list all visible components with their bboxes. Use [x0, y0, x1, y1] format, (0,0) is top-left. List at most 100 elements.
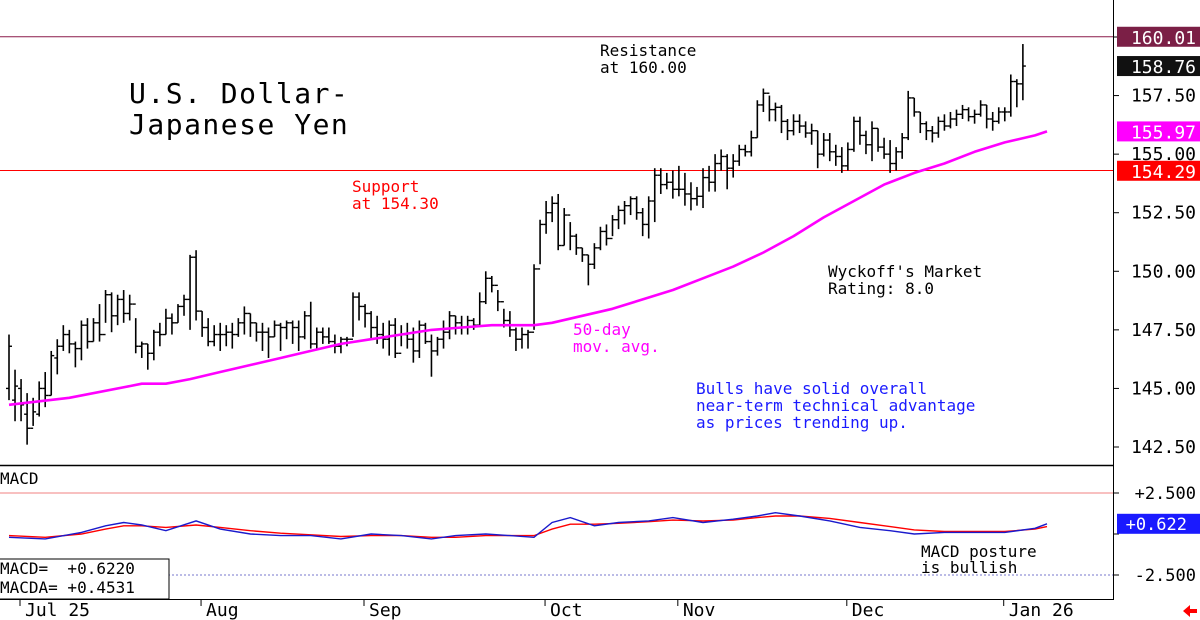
price-bar [802, 121, 809, 138]
price-bar [675, 165, 682, 197]
commentary-line: Bulls have solid overall [696, 379, 927, 398]
price-bar [512, 327, 519, 351]
price-bar [349, 292, 356, 340]
macd-signal-line [8, 515, 1048, 539]
price-bar [917, 111, 924, 134]
price-bar [790, 114, 797, 136]
price-bar [1001, 107, 1008, 122]
price-bar [832, 144, 839, 166]
price-bar [362, 304, 369, 328]
price-bar [971, 109, 978, 124]
price-bar [669, 170, 676, 199]
price-bar [6, 334, 12, 401]
price-bar [736, 144, 743, 166]
price-bar [862, 130, 869, 155]
price-tick-label: 147.50 [1131, 320, 1196, 341]
chart-title-line: U.S. Dollar- [129, 77, 349, 110]
price-bar [126, 294, 133, 321]
price-bar [603, 224, 610, 246]
macd-posture-text: MACD posture [921, 542, 1037, 561]
price-bar [18, 379, 25, 422]
price-bar [754, 100, 761, 139]
price-bar [132, 303, 139, 354]
price-bar [156, 322, 163, 347]
price-bar [265, 327, 272, 358]
price-bar [476, 292, 483, 326]
price-bar [784, 119, 791, 141]
price-marker-box [1117, 56, 1200, 77]
price-bar [531, 264, 538, 333]
month-label: Oct [550, 600, 583, 620]
price-bar [899, 133, 906, 159]
price-bar [404, 322, 411, 349]
price-bar [687, 182, 694, 211]
price-bar [150, 329, 157, 361]
wyckoff-rating: Wyckoff's Market [828, 262, 982, 281]
price-bar [162, 308, 169, 336]
macd-readout-line: MACD= +0.6220 [0, 559, 135, 578]
price-bar [380, 322, 387, 349]
price-bar [772, 102, 779, 122]
price-bar [838, 147, 845, 173]
price-bar [893, 147, 900, 171]
price-bar [301, 311, 308, 340]
price-marker-label: 154.29 [1131, 162, 1196, 183]
macd-panel-label: MACD [0, 469, 39, 488]
price-bar [500, 301, 507, 328]
price-bar [808, 123, 815, 145]
price-bar [929, 126, 936, 143]
price-bar [90, 318, 97, 343]
price-bar [700, 168, 707, 209]
price-bar [235, 318, 242, 337]
wyckoff-rating: Rating: 8.0 [828, 279, 934, 298]
ma50-label: mov. avg. [573, 337, 660, 356]
month-label: Dec [852, 600, 885, 620]
price-bar [579, 247, 586, 262]
price-bar [681, 172, 688, 206]
price-bar [983, 104, 990, 129]
price-bar [416, 320, 423, 358]
ma50-line [8, 130, 1048, 407]
price-bar [174, 304, 181, 324]
price-bar [392, 318, 399, 358]
price-bar [561, 208, 568, 247]
price-bar [66, 329, 73, 354]
price-bar [549, 196, 556, 223]
price-bar [283, 320, 290, 340]
resistance-label: at 160.00 [600, 58, 687, 77]
macd-tick-label: -2.500 [1135, 566, 1196, 586]
price-bar [36, 381, 43, 417]
support-label: Support [352, 177, 419, 196]
price-bar [211, 325, 218, 347]
scroll-left-arrow-icon[interactable] [1183, 605, 1197, 617]
price-bar [826, 133, 833, 162]
price-bar [464, 315, 471, 335]
month-label: Jan 26 [1009, 600, 1074, 620]
macd-posture-text: is bullish [921, 558, 1017, 577]
price-bar [253, 322, 260, 342]
price-bar [525, 329, 532, 349]
price-bar [941, 114, 948, 131]
price-bar [567, 214, 574, 251]
price-bar [241, 306, 248, 335]
price-bar [820, 133, 827, 157]
price-bar [78, 320, 85, 361]
price-bar [229, 322, 236, 349]
price-bar [428, 334, 435, 377]
month-label: Sep [369, 600, 402, 620]
macd-readout-box [0, 558, 170, 600]
price-bar [742, 144, 749, 157]
price-bar [199, 310, 206, 337]
price-bar [452, 315, 459, 335]
price-bar [591, 243, 598, 269]
price-bar [543, 201, 550, 234]
price-bar [724, 154, 731, 190]
price-bar [651, 168, 658, 223]
price-bar [319, 327, 326, 344]
price-bar [422, 322, 429, 344]
price-tick-label: 152.50 [1131, 203, 1196, 224]
price-bar [114, 294, 121, 326]
price-bar [850, 116, 857, 152]
price-bar [959, 104, 966, 119]
price-bar [120, 290, 127, 323]
